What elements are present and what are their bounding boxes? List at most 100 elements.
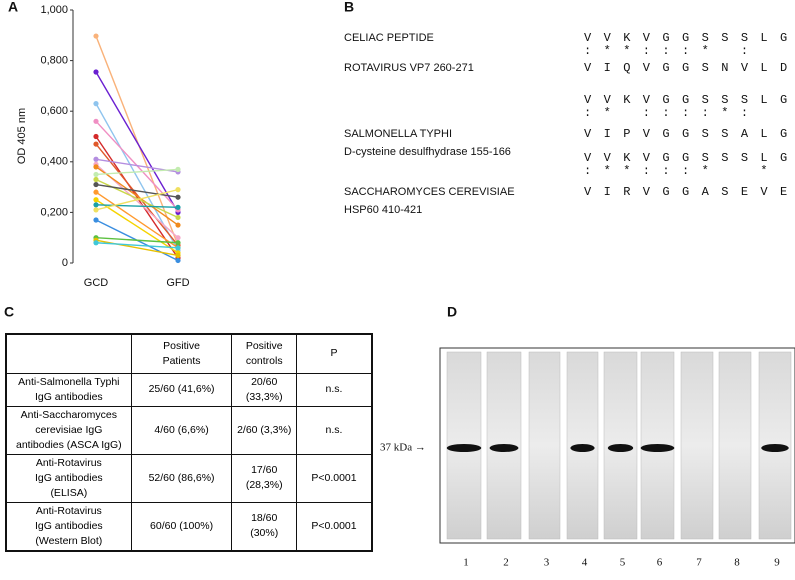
data-point — [93, 240, 99, 246]
lane-number: 6 — [657, 557, 663, 569]
alignment-label: SACCHAROMYCES CEREVISIAE — [344, 186, 515, 198]
table-row: Anti-Saccharomyces cerevisiae IgG antibodi… — [5, 405, 373, 455]
cell-text: 20/60 — [251, 375, 278, 388]
data-point — [175, 245, 181, 251]
blot-lane — [528, 351, 561, 540]
series-line — [95, 191, 179, 249]
table-cell: 4/60 (6,6%) — [130, 405, 233, 455]
series-line — [95, 183, 179, 198]
data-point — [93, 181, 99, 188]
cell-text: (ELISA) — [50, 486, 88, 499]
series-line — [95, 103, 179, 251]
cell-text: 2/60 (3,3%) — [237, 423, 292, 436]
cell-text: Anti-Salmonella Typhi — [18, 375, 120, 388]
x-tick-label: GFD — [166, 277, 189, 289]
cell-text: Positive — [163, 339, 200, 352]
cell-text: 4/60 (6,6%) — [154, 423, 209, 436]
cell-text: Anti-Rotavirus — [35, 504, 102, 517]
cell-text: n.s. — [325, 383, 343, 395]
series-line — [95, 168, 179, 176]
header-cell: Positive controls — [231, 333, 297, 374]
series-line — [95, 178, 179, 219]
data-point — [175, 194, 181, 200]
conservation: : * * : : : * * — [584, 164, 770, 178]
data-point — [175, 204, 181, 210]
table-cell: 17/60 (28,3%) — [231, 453, 297, 503]
data-point — [93, 101, 99, 107]
blot-lane — [486, 351, 522, 540]
table-row: Anti-Salmonella Typhi IgG antibodies 25/60… — [5, 372, 373, 407]
size-marker: 37 kDa → — [380, 442, 426, 454]
cell-text: IgG antibodies — [34, 390, 103, 403]
table-cell: 18/60 (30%) — [231, 501, 297, 551]
conservation: : * : : : : * : — [584, 106, 751, 120]
x-tick-label: GCD — [84, 277, 109, 289]
cell-text: Positive — [245, 339, 283, 352]
blot-band — [570, 444, 595, 452]
reference-sequence: V V K V G G S S S L G W — [584, 31, 795, 45]
sequence: V I Q V G G S N V L D I — [584, 61, 795, 75]
blot-lane — [718, 351, 752, 540]
y-tick-label: 0,400 — [40, 156, 68, 168]
cell-text: 25/60 (41,6%) — [148, 383, 215, 395]
cell-text: 18/60 — [251, 512, 278, 524]
empty-cell — [5, 333, 132, 374]
lane-number: 4 — [582, 557, 588, 569]
table-cell: Anti-Saccharomyces cerevisiae IgG antibodi… — [5, 405, 132, 455]
series-line — [95, 239, 179, 257]
data-point — [175, 166, 181, 172]
lane-number: 2 — [503, 557, 509, 569]
data-point — [93, 69, 99, 75]
cell-text: (Western Blot) — [35, 534, 103, 547]
data-point — [175, 214, 181, 221]
header-cell: Positive Patients — [130, 333, 233, 374]
data-point — [93, 133, 99, 140]
data-point — [175, 235, 181, 241]
table-cell: n.s. — [295, 372, 373, 407]
lane-number: 9 — [774, 557, 780, 569]
table-cell: Anti-Rotavirus IgG antibodies (ELISA) — [5, 453, 132, 503]
series-line — [95, 242, 179, 249]
cell-text: P<0.0001 — [311, 519, 357, 532]
alignment-label: SALMONELLA TYPHI — [344, 128, 452, 140]
y-tick-label: 0,600 — [40, 105, 68, 117]
cell-text: IgG antibodies — [34, 471, 103, 484]
data-point — [93, 118, 99, 124]
cell-text: controls — [245, 354, 283, 367]
header-row: Positive Patients Positive controls P — [5, 333, 373, 374]
data-point — [175, 252, 181, 259]
lane-number: 1 — [463, 557, 469, 569]
cell-text: 17/60 — [251, 464, 278, 476]
blot-lane — [680, 351, 714, 540]
table-cell: 20/60 (33,3%) — [231, 372, 297, 407]
alignment-label: CELIAC PEPTIDE — [344, 32, 434, 44]
cell-text: Anti-Rotavirus — [35, 456, 102, 469]
data-point — [93, 189, 99, 195]
table-cell: n.s. — [295, 405, 373, 455]
y-tick-label: 1,000 — [40, 4, 68, 16]
header-cell: P — [295, 333, 373, 374]
alignment-label: HSP60 410-421 — [344, 204, 422, 216]
panel-label: A — [8, 0, 18, 15]
cell-text: P — [330, 347, 338, 360]
data-point — [93, 197, 99, 203]
table-cell: P<0.0001 — [295, 453, 373, 503]
data-point — [93, 202, 99, 208]
cell-text: (28,3%) — [245, 479, 283, 491]
table-row: Anti-Rotavirus IgG antibodies (Western Blo… — [5, 501, 373, 551]
results-table: Positive Patients Positive controls P Anti-Sa… — [5, 333, 373, 552]
table-cell: 60/60 (100%) — [130, 501, 233, 551]
table-cell: P<0.0001 — [295, 501, 373, 551]
blot-band — [446, 444, 482, 452]
table-cell: Anti-Salmonella Typhi IgG antibodies — [5, 372, 132, 407]
data-point — [93, 164, 99, 170]
alignment-label: ROTAVIRUS VP7 260-271 — [344, 62, 474, 74]
table-cell: Anti-Rotavirus IgG antibodies (Western Blo… — [5, 501, 132, 551]
cell-text: Patients — [162, 354, 201, 367]
table-cell: 52/60 (86,6%) — [130, 453, 233, 503]
y-tick-label: 0 — [62, 257, 68, 269]
reference-sequence: V V K V G G S S S L G W — [584, 93, 795, 107]
reference-sequence: V V K V G G S S S L G W — [584, 151, 795, 165]
blot-band — [761, 444, 789, 452]
